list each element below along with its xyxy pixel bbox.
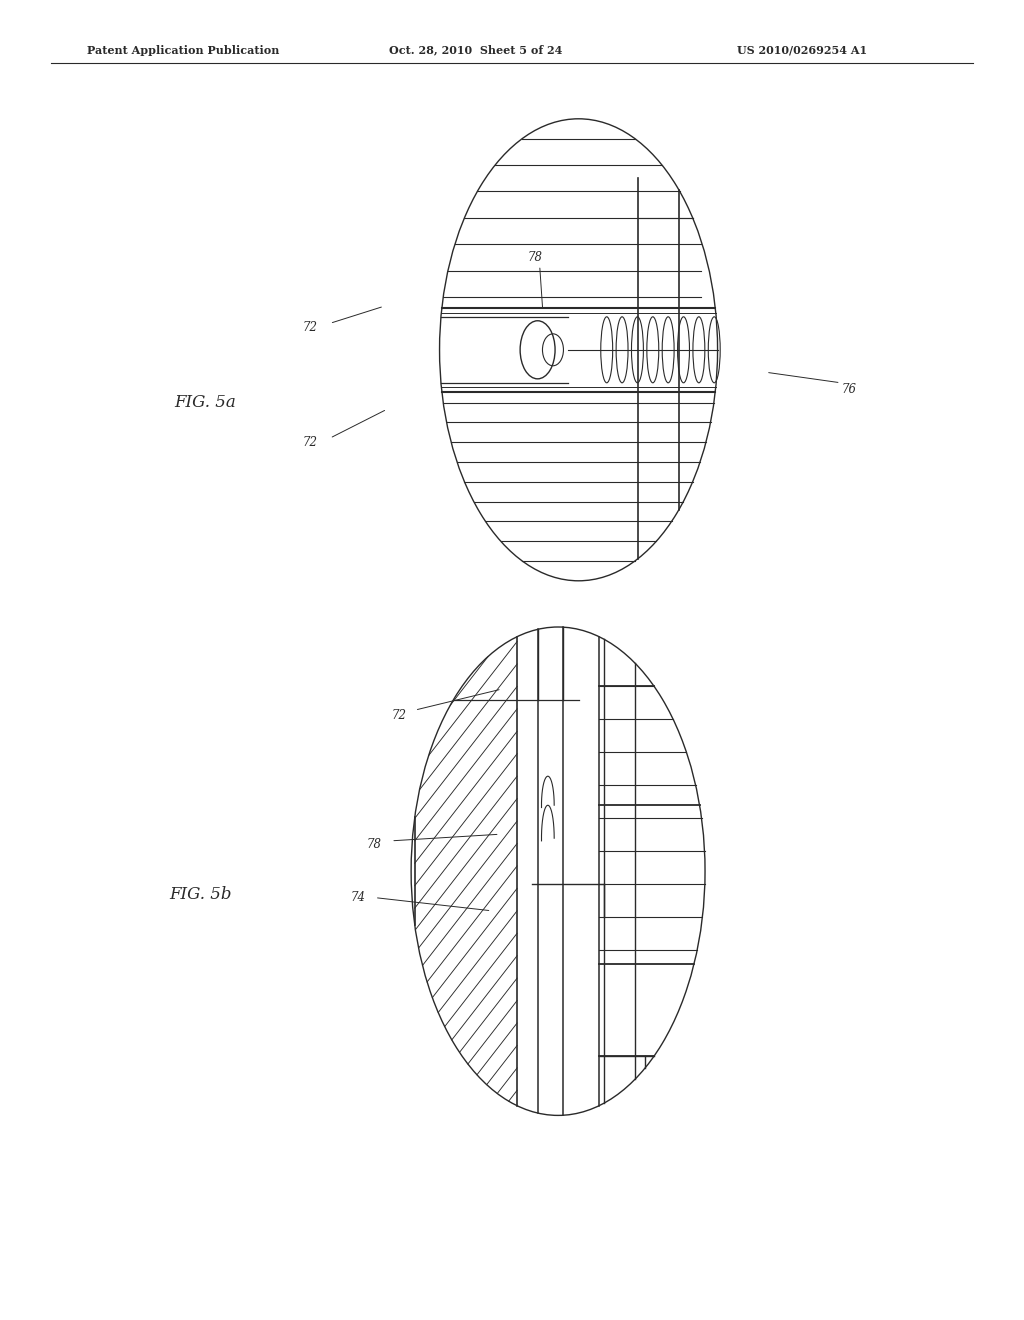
Text: FIG. 5b: FIG. 5b	[169, 887, 231, 903]
Text: 78: 78	[367, 838, 382, 851]
Text: 72: 72	[302, 321, 317, 334]
Text: 72: 72	[391, 709, 407, 722]
Text: Oct. 28, 2010  Sheet 5 of 24: Oct. 28, 2010 Sheet 5 of 24	[389, 45, 562, 55]
Text: 72: 72	[302, 436, 317, 449]
Text: 78: 78	[527, 251, 543, 264]
Text: 74: 74	[350, 891, 366, 904]
Text: FIG. 5a: FIG. 5a	[174, 395, 236, 411]
Text: US 2010/0269254 A1: US 2010/0269254 A1	[737, 45, 867, 55]
Text: 76: 76	[842, 383, 857, 396]
Text: Patent Application Publication: Patent Application Publication	[87, 45, 280, 55]
